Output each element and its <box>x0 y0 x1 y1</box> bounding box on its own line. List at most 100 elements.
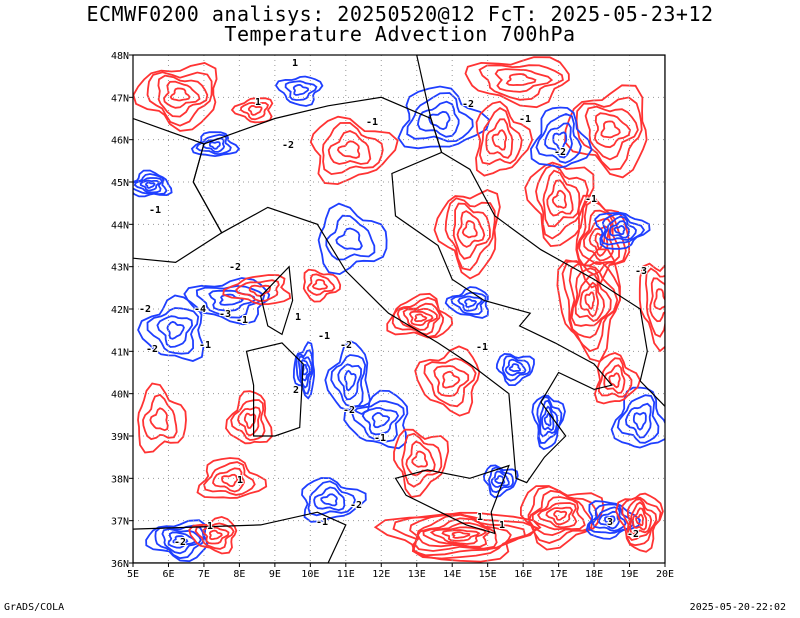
cold-contour-label: -1 <box>149 205 161 216</box>
cold-advection-contour <box>495 352 535 386</box>
lon-tick-label: 17E <box>550 569 568 580</box>
lat-tick-label: 38N <box>111 474 129 485</box>
lat-tick-label: 46N <box>111 136 129 147</box>
lat-tick-label: 41N <box>111 347 129 358</box>
cold-advection-contour <box>292 83 310 96</box>
warm-advection-contour <box>386 292 454 339</box>
cold-advection-contour <box>343 389 409 450</box>
warm-advection-contour <box>429 526 487 545</box>
warm-advection-contour <box>237 406 262 437</box>
software-credit: GrADS/COLA <box>4 602 65 613</box>
cold-contour-label: -3 <box>635 266 647 277</box>
cold-advection-contour <box>324 339 371 415</box>
warm-advection-contour <box>373 511 542 563</box>
lat-tick-label: 44N <box>111 220 129 231</box>
warm-advection-contour <box>413 313 428 323</box>
lon-tick-label: 18E <box>585 569 603 580</box>
warm-advection-contour <box>491 129 508 151</box>
lon-tick-label: 15E <box>479 569 497 580</box>
cold-advection-contour <box>190 131 241 158</box>
warm-advection-contour <box>600 120 621 139</box>
warm-advection-contour <box>441 370 461 389</box>
warm-advection-contour <box>649 277 665 323</box>
cold-advection-contour <box>361 407 400 436</box>
cold-contour-label: -1 <box>519 114 531 125</box>
cold-contour-label: -2 <box>350 500 362 511</box>
cold-advection-contour <box>529 106 593 169</box>
cold-advection-contour <box>297 355 313 389</box>
warm-advection-contour <box>582 218 614 262</box>
warm-advection-contour <box>408 310 434 327</box>
balkan-coast-outline <box>416 55 665 408</box>
warm-advection-contour <box>535 163 589 240</box>
warm-advection-contour <box>615 492 664 553</box>
cold-contour-label: -1 <box>199 340 211 351</box>
cold-advection-contour <box>313 486 346 512</box>
cold-advection-contour <box>508 363 521 373</box>
cold-contour-label: -2 <box>462 99 474 110</box>
warm-advection-contour <box>402 307 438 331</box>
warm-advection-contour <box>608 372 621 389</box>
warm-advection-contour <box>336 140 361 159</box>
warm-contour-label: 1 <box>255 97 261 108</box>
cold-contour-label: -1 <box>236 315 248 326</box>
warm-advection-contour <box>243 412 257 429</box>
warm-advection-contour <box>146 71 213 127</box>
lat-tick-label: 36N <box>111 559 129 570</box>
warm-advection-contour <box>456 210 486 248</box>
cold-advection-contour <box>450 291 487 316</box>
lon-tick-label: 5E <box>127 569 139 580</box>
cold-contour-label: -3 <box>219 309 231 320</box>
warm-advection-contour <box>520 485 605 551</box>
warm-advection-contour <box>392 513 539 560</box>
lat-tick-label: 48N <box>111 51 129 62</box>
warm-advection-contour <box>212 467 245 493</box>
cold-contour-label: -2 <box>229 262 241 273</box>
cold-advection-contour <box>208 141 221 150</box>
cold-advection-contour <box>145 519 209 563</box>
warm-advection-contour <box>202 526 230 545</box>
warm-advection-contour <box>527 485 599 544</box>
france-coast-outline <box>133 117 223 264</box>
warm-advection-contour <box>433 365 470 397</box>
cold-advection-contour <box>444 286 489 319</box>
cold-advection-contour <box>416 100 460 138</box>
warm-advection-contour <box>411 450 429 468</box>
cold-advection-contour <box>295 349 314 395</box>
warm-advection-contour <box>444 197 496 271</box>
africa-coast-outline <box>133 511 347 563</box>
warm-advection-contour <box>536 502 578 529</box>
warm-advection-contour <box>564 84 648 179</box>
sicily-outline <box>394 464 510 535</box>
cold-advection-contour <box>139 179 160 192</box>
cold-advection-contour <box>632 411 647 431</box>
warm-advection-contour <box>461 220 478 239</box>
cold-advection-contour <box>604 515 616 526</box>
warm-advection-contour <box>452 202 491 260</box>
cold-advection-contour <box>317 202 388 276</box>
warm-advection-contour <box>401 432 443 488</box>
cold-advection-contour <box>343 369 357 392</box>
warm-advection-contour <box>393 428 450 498</box>
warm-advection-contour <box>561 260 622 353</box>
cold-contour-label: -2 <box>139 304 151 315</box>
cold-contour-label: -1 <box>318 331 330 342</box>
lat-tick-label: 42N <box>111 305 129 316</box>
cold-advection-contour <box>325 214 376 261</box>
warm-advection-contour <box>621 496 662 547</box>
warm-advection-contour <box>208 529 223 541</box>
cold-advection-contour <box>594 211 651 250</box>
cold-contour-label: -4 <box>194 304 206 315</box>
warm-advection-contour <box>528 489 594 537</box>
cold-advection-contour <box>156 315 194 348</box>
warm-advection-contour <box>194 522 235 550</box>
warm-advection-contour <box>423 357 477 408</box>
sardinia-outline <box>245 342 304 437</box>
warm-advection-contour <box>570 267 612 327</box>
cold-advection-contour <box>610 386 665 449</box>
cold-advection-contour <box>301 477 367 523</box>
map-subtitle: Temperature Advection 700hPa <box>224 22 576 46</box>
cold-advection-contour <box>274 75 324 107</box>
lon-tick-label: 14E <box>443 569 461 580</box>
lat-lon-grid <box>133 55 665 563</box>
